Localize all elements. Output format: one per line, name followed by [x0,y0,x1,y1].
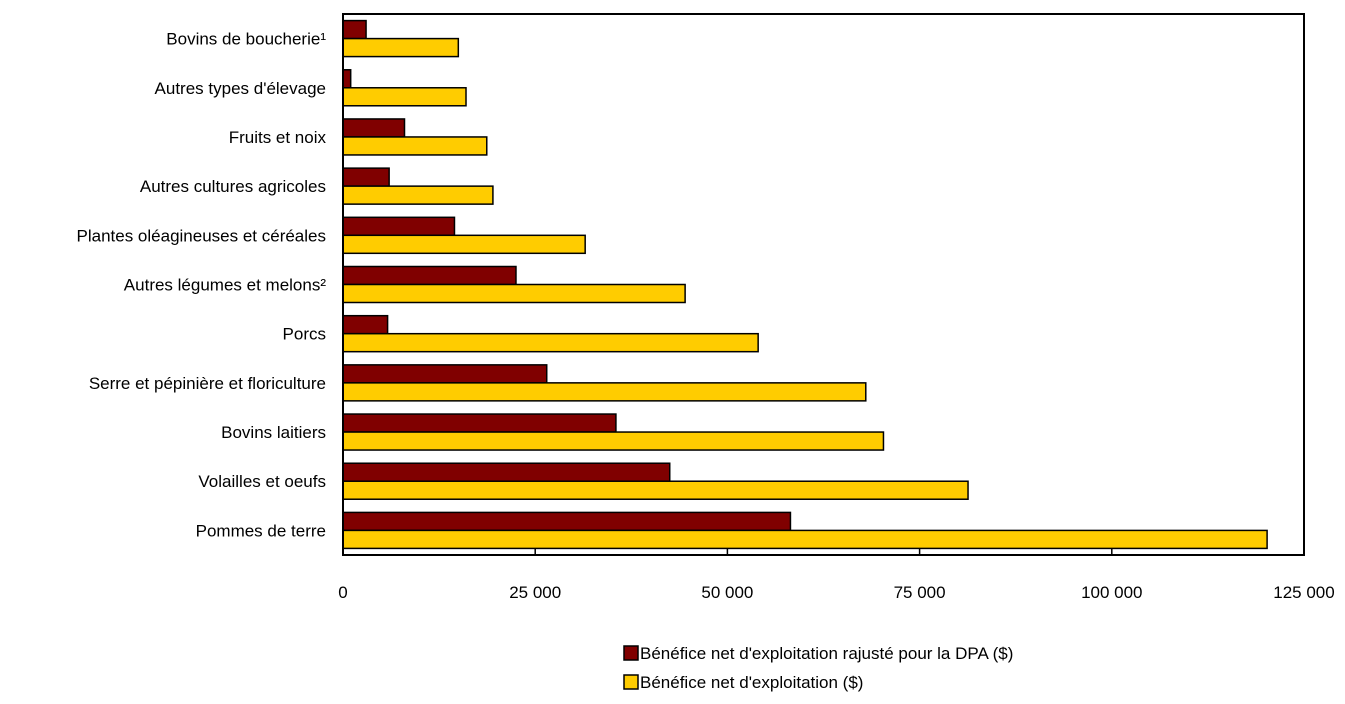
x-tick-label: 75 000 [894,583,946,602]
bar-series-2 [342,37,460,58]
bar-series-2 [342,332,759,353]
bar-series-1 [342,216,456,237]
category-label: Pommes de terre [196,521,326,540]
x-tick-label: 100 000 [1081,583,1142,602]
category-label: Bovins laitiers [221,423,326,442]
category-label: Plantes oléagineuses et céréales [77,226,327,245]
bar-series-1 [342,511,792,532]
bar-series-2 [342,382,867,402]
x-tick-label: 50 000 [701,583,753,602]
category-label: Autres cultures agricoles [140,177,326,196]
legend-label-1: Bénéfice net d'exploitation rajusté pour… [640,644,1013,663]
bar-series-2 [342,234,586,255]
bar-series-2 [342,480,969,500]
bar-series-1 [342,364,548,384]
bar-series-1 [342,265,517,286]
bar-series-2 [342,136,488,156]
bar-series-2 [342,87,467,107]
bar-series-1 [342,19,367,40]
category-label: Porcs [283,325,326,344]
category-label: Autres légumes et melons² [124,276,327,295]
legend-swatch-1 [623,645,639,661]
bar-series-1 [342,69,352,89]
category-label: Autres types d'élevage [155,79,326,98]
x-tick-label: 25 000 [509,583,561,602]
category-label: Bovins de boucherie¹ [166,30,326,49]
legend-swatch-2 [623,674,639,690]
bar-series-1 [342,413,617,433]
category-label: Serre et pépinière et floriculture [89,374,326,393]
category-label: Fruits et noix [229,128,327,147]
bar-series-1 [342,118,406,138]
bar-series-1 [342,314,389,335]
bar-series-2 [342,431,885,451]
bar-series-1 [342,462,671,482]
bar-series-2 [342,283,686,304]
category-label: Volailles et oeufs [198,472,326,491]
bar-series-2 [342,529,1268,550]
x-tick-label: 0 [338,583,347,602]
bar-series-1 [342,167,390,187]
bar-series-2 [342,185,494,205]
plot-frame [342,13,1305,556]
legend-label-2: Bénéfice net d'exploitation ($) [640,673,863,692]
x-tick-label: 125 000 [1273,583,1334,602]
